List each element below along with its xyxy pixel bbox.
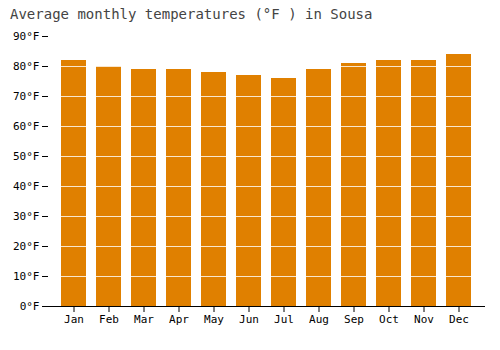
svg-text:Apr: Apr [169, 313, 189, 326]
svg-text:10°F: 10°F [13, 270, 40, 283]
svg-text:Feb: Feb [99, 313, 119, 326]
svg-text:70°F: 70°F [13, 90, 40, 103]
html-text:Average monthly temperatures (: Average monthly temperatures (°F ) in So… [10, 6, 373, 22]
svg-text:Nov: Nov [414, 313, 434, 326]
svg-text:30°F: 30°F [13, 210, 40, 223]
svg-text:0°F: 0°F [20, 300, 40, 313]
svg-text:60°F: 60°F [13, 120, 40, 133]
svg-text:40°F: 40°F [13, 180, 40, 193]
svg-text:Oct: Oct [379, 313, 399, 326]
svg-text:May: May [204, 313, 224, 326]
svg-text:20°F: 20°F [13, 240, 40, 253]
svg-text:50°F: 50°F [13, 150, 40, 163]
svg-text:Dec: Dec [449, 313, 469, 326]
svg-text:Mar: Mar [134, 313, 154, 326]
svg-text:Aug: Aug [309, 313, 329, 326]
svg-text:80°F: 80°F [13, 60, 40, 73]
svg-text:Sep: Sep [344, 313, 364, 326]
svg-text:Jul: Jul [274, 313, 294, 326]
svg-text:Jan: Jan [64, 313, 84, 326]
svg-text:Jun: Jun [239, 313, 259, 326]
svg-text:90°F: 90°F [13, 30, 40, 43]
